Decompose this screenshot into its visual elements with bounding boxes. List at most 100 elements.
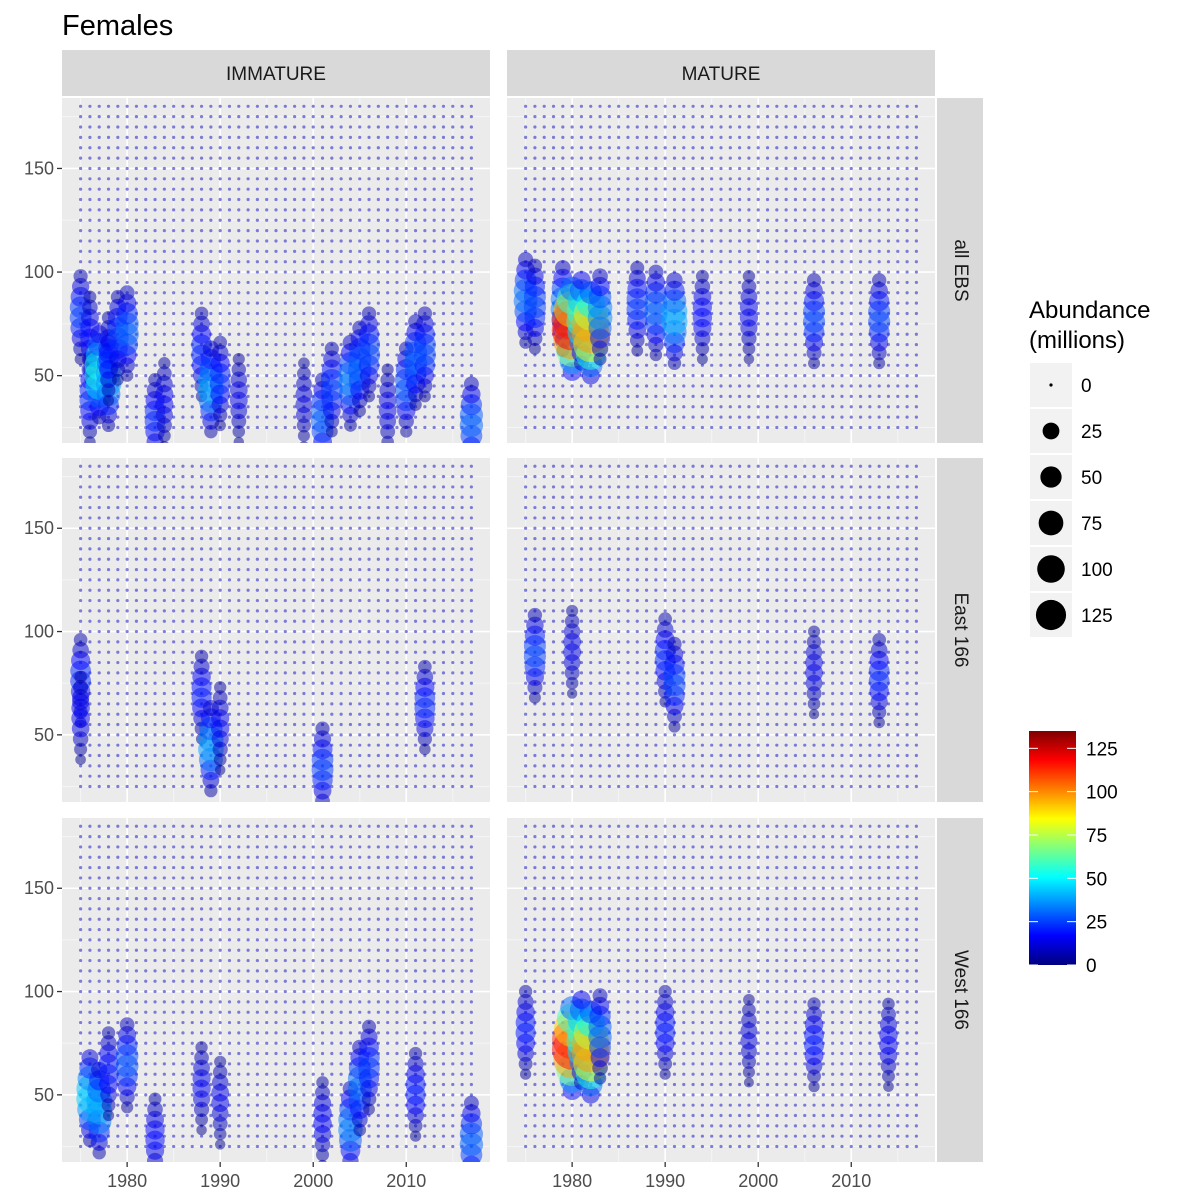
point xyxy=(214,419,226,432)
point xyxy=(199,280,204,285)
point xyxy=(747,415,751,419)
point xyxy=(218,609,222,613)
point xyxy=(812,415,816,419)
point xyxy=(682,146,686,150)
point xyxy=(134,166,139,171)
point xyxy=(589,640,593,644)
point xyxy=(524,753,528,758)
point xyxy=(339,485,343,489)
point xyxy=(644,260,649,264)
point xyxy=(831,270,835,274)
point xyxy=(302,609,306,613)
point xyxy=(153,474,157,479)
point xyxy=(293,495,297,499)
point xyxy=(386,609,390,613)
point xyxy=(441,702,446,706)
point xyxy=(886,115,891,119)
point xyxy=(413,291,418,295)
point xyxy=(460,353,464,357)
point xyxy=(607,342,611,347)
point xyxy=(905,353,909,357)
point xyxy=(376,753,380,758)
point xyxy=(199,526,204,530)
point xyxy=(598,743,602,747)
point xyxy=(172,239,176,243)
point xyxy=(348,660,353,665)
point xyxy=(691,342,695,347)
point xyxy=(896,177,900,181)
point xyxy=(551,208,556,212)
point xyxy=(246,229,250,233)
point xyxy=(218,526,222,530)
point xyxy=(551,384,556,388)
point xyxy=(413,774,418,778)
point xyxy=(88,260,92,264)
point xyxy=(386,177,390,181)
point xyxy=(579,516,584,520)
point xyxy=(784,322,788,326)
point xyxy=(302,146,306,150)
point xyxy=(116,743,120,747)
point xyxy=(905,374,909,378)
point xyxy=(134,526,139,530)
point xyxy=(469,650,473,654)
point xyxy=(302,722,306,727)
point xyxy=(209,115,213,119)
point xyxy=(181,722,185,727)
point xyxy=(348,733,353,737)
point xyxy=(617,197,621,202)
point xyxy=(237,547,241,551)
point xyxy=(227,712,232,716)
point xyxy=(404,650,408,654)
point xyxy=(413,629,418,634)
point xyxy=(274,353,278,357)
point xyxy=(738,291,742,295)
data-points xyxy=(69,104,484,443)
point xyxy=(858,332,863,336)
point xyxy=(654,405,658,409)
point xyxy=(255,405,259,409)
point xyxy=(88,485,92,489)
point xyxy=(162,135,166,139)
point xyxy=(302,547,306,551)
point xyxy=(849,332,853,336)
point xyxy=(626,374,630,378)
point xyxy=(218,322,222,326)
point xyxy=(209,166,213,171)
point xyxy=(579,598,584,603)
point xyxy=(181,229,185,233)
point xyxy=(579,609,584,613)
point xyxy=(293,197,297,202)
point xyxy=(858,322,863,326)
point xyxy=(441,598,446,603)
point xyxy=(125,536,129,541)
point xyxy=(297,366,311,381)
point xyxy=(386,536,390,541)
point xyxy=(404,156,408,160)
point xyxy=(617,249,621,253)
point xyxy=(283,353,287,357)
point xyxy=(413,104,418,108)
point xyxy=(700,125,704,129)
point xyxy=(348,671,353,675)
point xyxy=(579,156,584,160)
point xyxy=(172,505,176,510)
point xyxy=(524,374,528,378)
point xyxy=(423,629,427,634)
point xyxy=(598,691,602,696)
point xyxy=(158,357,171,370)
point xyxy=(793,218,798,222)
point xyxy=(423,291,427,295)
point xyxy=(589,425,593,430)
point xyxy=(227,322,232,326)
point xyxy=(423,115,427,119)
point xyxy=(298,357,310,370)
point xyxy=(460,619,464,623)
point xyxy=(125,578,129,582)
point xyxy=(710,260,714,264)
point xyxy=(106,743,111,747)
point xyxy=(155,375,173,393)
point xyxy=(125,405,129,409)
point xyxy=(255,260,259,264)
point xyxy=(181,405,185,409)
